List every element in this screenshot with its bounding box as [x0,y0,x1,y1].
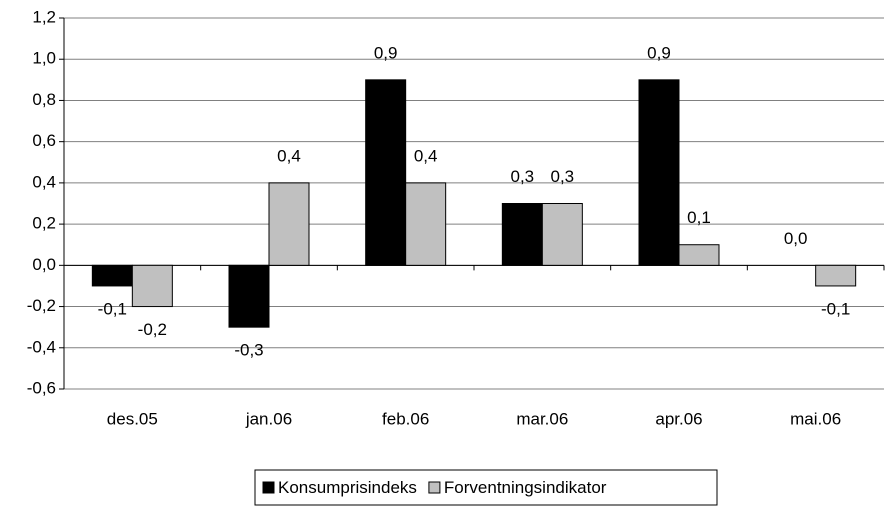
bar [228,264,270,328]
value-label: 0,1 [687,208,711,227]
value-label: 0,9 [374,43,398,62]
legend-swatch [428,481,441,494]
legend-box [254,469,718,506]
legend-label: Konsumprisindeks [278,478,417,497]
legend-swatch [262,481,275,494]
value-label: 0,9 [647,43,671,62]
value-label: 0,4 [414,146,438,165]
y-tick-label: -0,2 [27,296,56,315]
y-tick-label: -0,4 [27,337,56,356]
y-tick-label: 0,8 [32,90,56,109]
value-label: 0,3 [511,167,535,186]
y-tick-label: 0,6 [32,131,56,150]
x-tick-label: feb.06 [382,409,429,428]
legend-label: Forventningsindikator [444,478,607,497]
bar [405,182,447,266]
bar [815,264,857,287]
bar [131,264,173,308]
bar [501,203,543,266]
x-tick-label: des.05 [107,409,158,428]
x-tick-label: mai.06 [790,409,841,428]
y-tick-label: 0,0 [32,255,56,274]
bar [638,79,680,266]
value-label: -0,3 [234,341,263,360]
y-tick-label: 1,2 [32,7,56,26]
value-label: 0,3 [551,167,575,186]
y-tick-label: 0,4 [32,172,56,191]
value-label: -0,1 [821,299,850,318]
bar [365,79,407,266]
bar [268,182,310,266]
y-tick-label: 0,2 [32,214,56,233]
value-label: -0,1 [98,299,127,318]
y-tick-label: -0,6 [27,378,56,397]
bar [678,244,720,266]
value-label: 0,4 [277,146,301,165]
x-tick-label: mar.06 [516,409,568,428]
bar [91,264,133,287]
value-label: -0,2 [138,320,167,339]
x-tick-label: jan.06 [245,409,292,428]
y-tick-label: 1,0 [32,49,56,68]
x-tick-label: apr.06 [655,409,702,428]
bar [541,203,583,266]
value-label: 0,0 [784,229,808,248]
